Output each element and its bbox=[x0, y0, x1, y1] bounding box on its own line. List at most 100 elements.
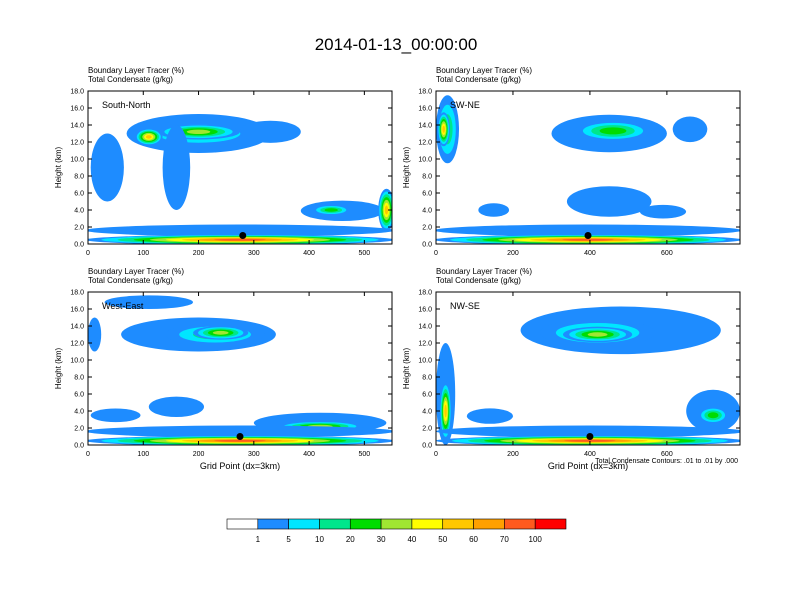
panel-label: South-North bbox=[102, 100, 151, 110]
y-tick-label: 18.0 bbox=[70, 89, 84, 96]
y-tick-label: 14.0 bbox=[70, 123, 84, 130]
y-tick-label: 4.0 bbox=[422, 208, 432, 215]
field-contour bbox=[384, 205, 389, 215]
field-contour bbox=[90, 408, 141, 423]
plot-frame bbox=[87, 291, 393, 446]
x-tick-label: 300 bbox=[248, 250, 260, 257]
y-tick-label: 6.0 bbox=[74, 392, 84, 399]
colorbar-label: 40 bbox=[407, 535, 416, 544]
field-label-condensate: Total Condensate (g/kg) bbox=[436, 75, 521, 84]
plot-frame bbox=[87, 90, 393, 245]
tracer-field bbox=[88, 295, 392, 445]
field-contour bbox=[639, 204, 687, 219]
y-tick-label: 16.0 bbox=[418, 307, 432, 314]
x-tick-label: 400 bbox=[584, 451, 596, 458]
x-tick-label: 100 bbox=[137, 250, 149, 257]
y-tick-label: 0.0 bbox=[422, 443, 432, 450]
colorbar-label: 20 bbox=[346, 535, 355, 544]
panel-label: West-East bbox=[102, 301, 144, 311]
colorbar-swatch bbox=[442, 518, 474, 530]
panels: 0 100 200 300 400 500 0.0 2.0 4.0 6.0 8.0 10.0 12.0 1… bbox=[54, 66, 741, 471]
y-tick-label: 2.0 bbox=[422, 225, 432, 232]
y-tick-label: 8.0 bbox=[422, 174, 432, 181]
y-tick-label: 12.0 bbox=[70, 341, 84, 348]
colorbar-label: 100 bbox=[529, 535, 543, 544]
colorbar-swatch bbox=[504, 518, 536, 530]
field-label-tracer: Boundary Layer Tracer (%) bbox=[436, 267, 532, 276]
x-tick-label: 400 bbox=[584, 250, 596, 257]
x-tick-label: 200 bbox=[193, 250, 205, 257]
y-tick-label: 0.0 bbox=[422, 242, 432, 249]
y-tick-label: 12.0 bbox=[70, 140, 84, 147]
colorbar-label: 30 bbox=[377, 535, 386, 544]
location-marker bbox=[584, 232, 592, 239]
field-contour bbox=[214, 439, 266, 442]
y-tick-label: 2.0 bbox=[422, 426, 432, 433]
x-tick-label: 500 bbox=[359, 451, 371, 458]
colorbar-swatch bbox=[380, 518, 413, 530]
field-contour bbox=[145, 135, 152, 139]
contour-footnote: Total Condensate Contours: .01 to .01 by… bbox=[595, 458, 738, 465]
y-tick-label: 0.0 bbox=[74, 242, 84, 249]
field-contour bbox=[186, 129, 211, 134]
y-tick-label: 12.0 bbox=[418, 140, 432, 147]
colorbar: 1 5 10 20 30 40 50 60 70 100 bbox=[226, 518, 567, 544]
field-contour bbox=[564, 439, 616, 442]
colorbar-swatch bbox=[349, 518, 382, 530]
y-axis-title: Height (km) bbox=[402, 347, 411, 389]
field-label-condensate: Total Condensate (g/kg) bbox=[88, 75, 173, 84]
y-axis-title: Height (km) bbox=[54, 347, 63, 389]
y-tick-label: 10.0 bbox=[70, 157, 84, 164]
field-contour bbox=[436, 224, 740, 237]
y-tick-label: 10.0 bbox=[418, 358, 432, 365]
plot-frame bbox=[435, 90, 741, 245]
field-label-tracer: Boundary Layer Tracer (%) bbox=[88, 267, 184, 276]
location-marker bbox=[239, 232, 247, 239]
colorbar-label: 5 bbox=[286, 535, 291, 544]
x-axis-title: Grid Point (dx=3km) bbox=[200, 461, 280, 471]
y-tick-label: 8.0 bbox=[422, 375, 432, 382]
y-tick-label: 12.0 bbox=[418, 341, 432, 348]
y-tick-label: 18.0 bbox=[418, 89, 432, 96]
x-tick-label: 0 bbox=[434, 451, 438, 458]
x-tick-label: 400 bbox=[303, 451, 315, 458]
tracer-field bbox=[436, 306, 740, 445]
field-contour bbox=[562, 238, 614, 241]
x-tick-label: 500 bbox=[359, 250, 371, 257]
y-tick-label: 14.0 bbox=[418, 123, 432, 130]
field-contour bbox=[444, 404, 447, 418]
x-tick-label: 100 bbox=[137, 451, 149, 458]
y-tick-label: 16.0 bbox=[70, 307, 84, 314]
y-tick-label: 14.0 bbox=[418, 324, 432, 331]
y-axis-title: Height (km) bbox=[54, 146, 63, 188]
tracer-field bbox=[436, 95, 740, 244]
field-contour bbox=[587, 332, 608, 337]
panel-west-east: 0 100 200 300 400 500 0.0 2.0 4.0 6.0 8.0 10.0 12.0 1… bbox=[54, 267, 393, 471]
field-contour bbox=[672, 116, 708, 143]
y-tick-label: 6.0 bbox=[422, 191, 432, 198]
panel-sw-ne: 0 200 400 600 0.0 2.0 4.0 6.0 8.0 10.0 12.0 14.0 16.… bbox=[402, 66, 741, 257]
x-tick-label: 0 bbox=[434, 250, 438, 257]
y-tick-label: 4.0 bbox=[422, 409, 432, 416]
y-tick-label: 18.0 bbox=[418, 290, 432, 297]
field-contour bbox=[162, 125, 191, 210]
x-axis-title: Grid Point (dx=3km) bbox=[548, 461, 628, 471]
colorbar-swatch bbox=[411, 518, 444, 530]
y-tick-label: 16.0 bbox=[418, 106, 432, 113]
x-tick-label: 0 bbox=[86, 250, 90, 257]
panel-label: SW-NE bbox=[450, 100, 480, 110]
field-contour bbox=[240, 120, 301, 143]
colorbar-swatch bbox=[473, 518, 505, 530]
y-tick-label: 10.0 bbox=[418, 157, 432, 164]
y-tick-label: 4.0 bbox=[74, 409, 84, 416]
y-tick-label: 18.0 bbox=[70, 290, 84, 297]
field-contour bbox=[214, 238, 266, 241]
colorbar-label: 70 bbox=[500, 535, 509, 544]
y-tick-label: 8.0 bbox=[74, 174, 84, 181]
colorbar-label: 60 bbox=[469, 535, 478, 544]
y-tick-label: 14.0 bbox=[70, 324, 84, 331]
panel-nw-se: 0 200 400 600 0.0 2.0 4.0 6.0 8.0 10.0 12.0 14.0 16.… bbox=[402, 267, 741, 471]
field-contour bbox=[88, 224, 392, 237]
field-contour bbox=[466, 408, 513, 424]
